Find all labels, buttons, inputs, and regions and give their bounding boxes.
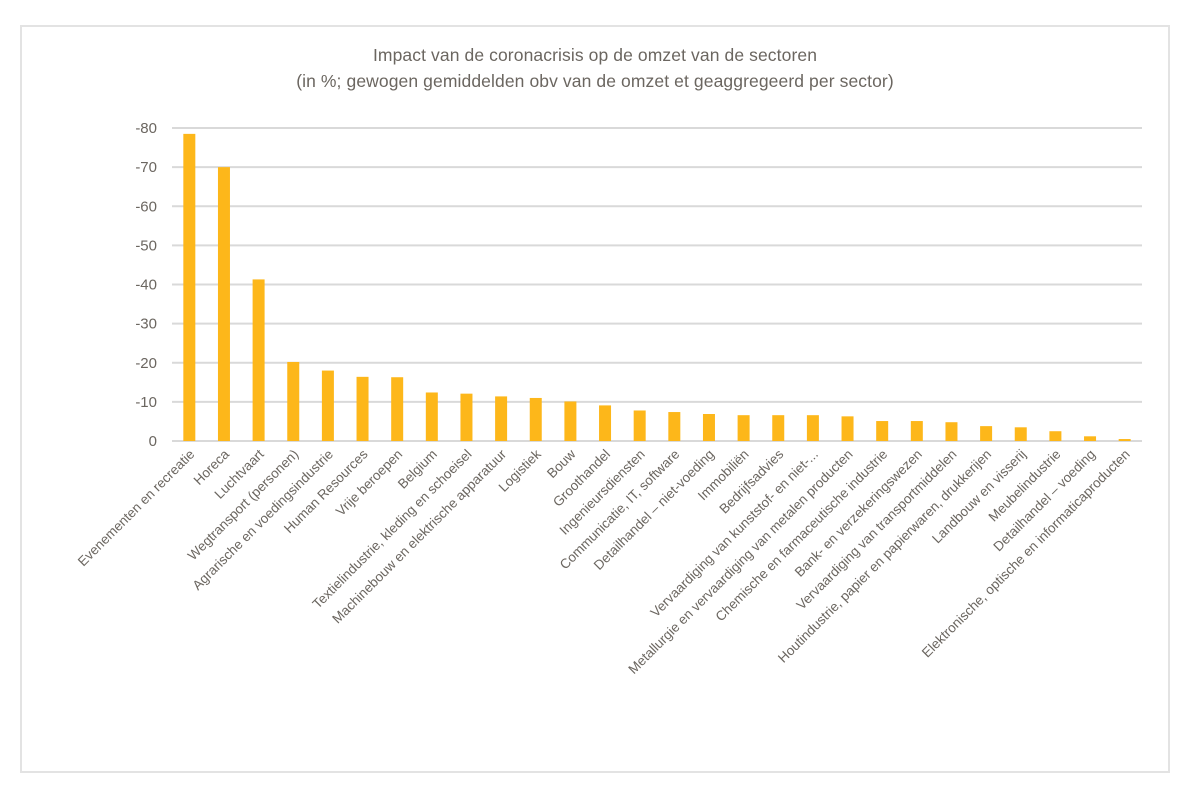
bar — [425, 392, 438, 441]
bar — [980, 426, 993, 441]
y-tick-label: -30 — [135, 316, 157, 333]
bar — [495, 396, 508, 441]
y-tick-label: -40 — [135, 277, 157, 294]
bar — [772, 415, 785, 441]
x-tick-label: Evenementen en recreatie — [75, 447, 198, 570]
chart-title: Impact van de coronacrisis op de omzet v… — [372, 45, 818, 65]
y-axis-ticks: 0 -10 -20 -30 -40 -50 -60 -70 -80 — [135, 120, 157, 450]
bar — [1084, 436, 1097, 441]
bar — [599, 405, 612, 441]
y-tick-label: -10 — [135, 394, 157, 411]
chart-frame — [20, 25, 1170, 773]
bar — [633, 410, 646, 441]
bar — [287, 361, 300, 441]
bar — [529, 397, 542, 441]
y-tick-label: -20 — [135, 355, 157, 372]
bar — [183, 133, 196, 441]
chart-subtitle: (in %; gewogen gemiddelden obv van de om… — [296, 71, 894, 91]
bar — [321, 370, 334, 441]
bar — [702, 414, 715, 441]
y-tick-label: -60 — [135, 198, 157, 215]
y-tick-label: -50 — [135, 237, 157, 254]
y-tick-label: 0 — [149, 433, 157, 450]
y-tick-label: -80 — [135, 120, 157, 137]
bar — [356, 376, 369, 441]
bar — [391, 377, 404, 441]
bar — [1049, 431, 1062, 441]
bar — [737, 415, 750, 441]
bar — [1014, 427, 1027, 441]
y-tick-label: -70 — [135, 159, 157, 176]
bar — [1118, 439, 1131, 441]
bar — [910, 421, 923, 441]
bar — [217, 167, 230, 441]
bar — [252, 279, 265, 441]
bar — [806, 415, 819, 441]
bars — [183, 133, 1131, 441]
x-axis-labels: Evenementen en recreatieHorecaLuchtvaart… — [75, 446, 1133, 677]
bar — [668, 412, 681, 441]
bar — [841, 416, 854, 441]
gridlines — [172, 127, 1142, 442]
bar — [564, 401, 577, 441]
bar — [945, 422, 958, 441]
bar — [460, 393, 473, 441]
bar — [876, 421, 889, 441]
